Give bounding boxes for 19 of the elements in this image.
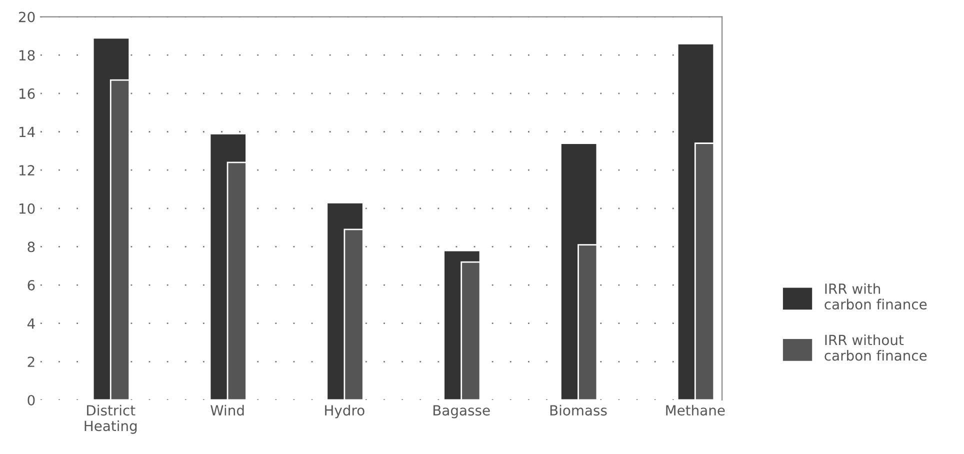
- y-tick-label: 16: [19, 88, 35, 99]
- y-tick-label: 8: [28, 242, 35, 252]
- legend-label: IRR without carbon finance: [824, 334, 927, 361]
- y-tick-label: 2: [28, 356, 34, 367]
- y-tick-label: 0: [28, 394, 35, 406]
- x-tick-label: Bagasse: [434, 405, 490, 418]
- y-tick-label: 18: [19, 50, 35, 61]
- x-tick-label: Hydro: [325, 404, 364, 418]
- y-tick-label: 12: [19, 165, 34, 176]
- legend-label: IRR with carbon finance: [824, 283, 927, 310]
- y-tick-label: 4: [27, 318, 35, 329]
- y-tick-label: 14: [19, 126, 35, 138]
- x-tick-label: District Heating: [84, 404, 137, 434]
- x-tick-label: Biomass: [550, 404, 607, 416]
- x-tick-label: Methane: [666, 404, 725, 416]
- y-tick-label: 10: [19, 203, 35, 214]
- x-tick-label: Wind: [210, 404, 244, 416]
- y-tick-label: 20: [18, 12, 35, 22]
- y-tick-label: 6: [28, 280, 35, 290]
